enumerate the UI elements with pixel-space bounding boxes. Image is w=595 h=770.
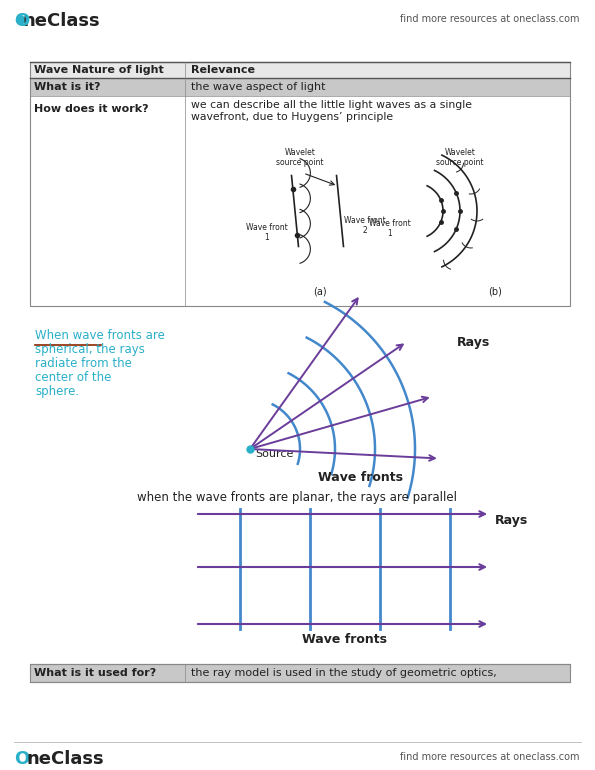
- Text: Rays: Rays: [495, 514, 528, 527]
- Text: What is it?: What is it?: [34, 82, 101, 92]
- Text: Wave fronts: Wave fronts: [302, 633, 387, 646]
- Text: the wave aspect of light: the wave aspect of light: [191, 82, 325, 92]
- Text: Wave Nature of light: Wave Nature of light: [34, 65, 164, 75]
- Text: Wave front
1: Wave front 1: [246, 223, 288, 243]
- Bar: [30, 664, 570, 682]
- Bar: [30, 62, 570, 78]
- Bar: [30, 664, 570, 682]
- Text: Wavelet
source point: Wavelet source point: [276, 148, 324, 167]
- Text: center of the: center of the: [35, 371, 111, 384]
- Text: When wave fronts are: When wave fronts are: [35, 329, 165, 342]
- Bar: [30, 62, 570, 306]
- Text: Source: Source: [255, 449, 293, 459]
- Text: neClass: neClass: [22, 12, 99, 30]
- Text: spherical, the rays: spherical, the rays: [35, 343, 145, 356]
- Bar: [30, 78, 570, 96]
- Text: Relevance: Relevance: [191, 65, 255, 75]
- Text: How does it work?: How does it work?: [34, 104, 149, 114]
- Text: sphere.: sphere.: [35, 385, 79, 398]
- Text: we can describe all the little light waves as a single
wavefront, due to Huygens: we can describe all the little light wav…: [191, 100, 472, 122]
- Text: What is it used for?: What is it used for?: [34, 668, 156, 678]
- Text: Wave fronts: Wave fronts: [318, 471, 402, 484]
- Text: Wave front
1: Wave front 1: [369, 219, 411, 239]
- Text: (a): (a): [313, 286, 327, 296]
- Text: neClass: neClass: [26, 750, 104, 768]
- Text: Wavelet
source point: Wavelet source point: [436, 148, 484, 167]
- Text: ●: ●: [14, 12, 25, 25]
- Text: O: O: [14, 750, 29, 768]
- Bar: [30, 96, 570, 306]
- Text: Rays: Rays: [457, 336, 490, 349]
- Text: find more resources at oneclass.com: find more resources at oneclass.com: [400, 14, 580, 24]
- Text: (b): (b): [488, 286, 502, 296]
- Text: when the wave fronts are planar, the rays are parallel: when the wave fronts are planar, the ray…: [137, 491, 457, 504]
- Text: find more resources at oneclass.com: find more resources at oneclass.com: [400, 752, 580, 762]
- Text: the ray model is used in the study of geometric optics,: the ray model is used in the study of ge…: [191, 668, 497, 678]
- Text: O: O: [14, 12, 29, 30]
- Text: radiate from the: radiate from the: [35, 357, 132, 370]
- Text: Wave front
2: Wave front 2: [344, 216, 386, 236]
